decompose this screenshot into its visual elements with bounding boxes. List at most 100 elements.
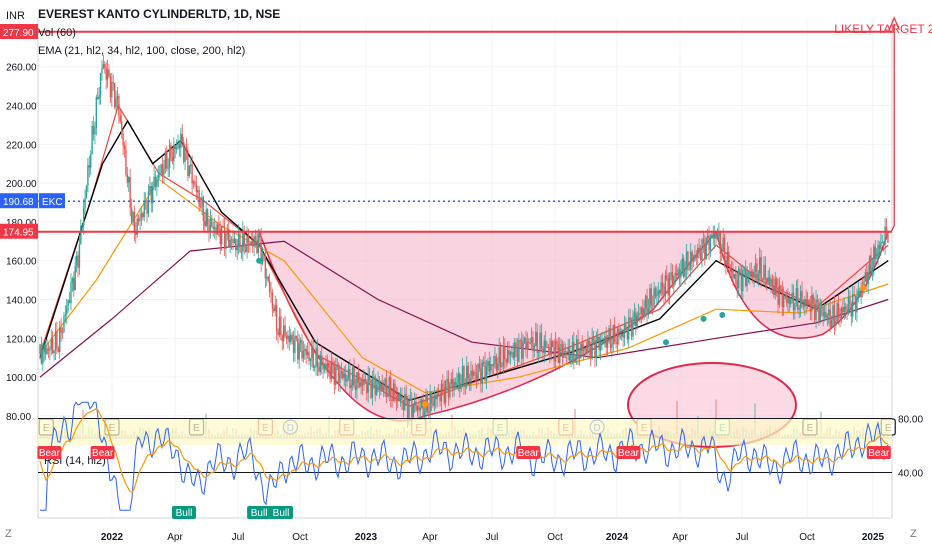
candle-body [490, 364, 492, 372]
candle-body [853, 294, 855, 296]
candle-body [223, 227, 226, 249]
y-tick-label: 260.00 [6, 63, 37, 74]
candle-body [521, 340, 523, 359]
candle-body [660, 282, 662, 294]
candle-body [723, 237, 726, 262]
candle-body [208, 225, 210, 233]
candle-body [350, 385, 352, 388]
candle-body [492, 363, 495, 367]
candle-body [94, 127, 96, 135]
candle-body [554, 341, 557, 362]
candle-body [732, 269, 734, 279]
candle-body [170, 144, 172, 158]
candle-body [487, 360, 489, 366]
candle-body [706, 235, 709, 239]
candle-body [360, 379, 362, 387]
candle-body [813, 303, 816, 320]
candle-body [673, 275, 675, 287]
candle-body [222, 226, 224, 228]
candle-body [557, 343, 560, 363]
candle-body [282, 325, 285, 341]
candle-body [704, 243, 706, 260]
candle-body [730, 269, 733, 272]
candle-body [99, 73, 102, 96]
candle-body [411, 398, 413, 418]
candle-body [475, 373, 478, 380]
volume-indicator-label[interactable]: Vol (60) [38, 27, 76, 39]
zoom-left-icon[interactable]: Z [5, 528, 12, 540]
candle-body [126, 174, 129, 183]
candle-body [832, 305, 834, 321]
candle-body [446, 378, 448, 382]
candle-body [474, 372, 476, 374]
candle-body [461, 366, 464, 384]
candle-body [829, 309, 831, 328]
candle-body [511, 352, 513, 354]
candle-body [260, 237, 262, 265]
candle-body [74, 265, 76, 291]
candle-body [863, 281, 865, 288]
candle-body [592, 337, 595, 340]
candle-body [337, 364, 340, 383]
price-tag-label: 277.90 [3, 28, 34, 39]
candle-body [594, 339, 596, 359]
candle-body [833, 305, 836, 326]
price-tag [0, 193, 38, 209]
candle-body [884, 226, 886, 245]
candle-body [294, 335, 296, 354]
candle-body [463, 366, 465, 386]
x-tick-label: 2025 [862, 532, 885, 543]
candle-body [140, 213, 143, 218]
candle-body [57, 348, 60, 352]
candle-body [168, 144, 171, 168]
candle-body [752, 271, 754, 278]
candle-body [428, 412, 430, 414]
candle-body [526, 341, 529, 350]
candle-body [70, 282, 72, 304]
signal-dot [256, 257, 263, 264]
candle-body [104, 64, 106, 68]
candle-body [115, 98, 117, 108]
candle-body [561, 344, 564, 358]
candle-body [111, 82, 113, 98]
candle-body [56, 330, 58, 349]
candle-body [112, 82, 114, 84]
candle-body [47, 348, 50, 351]
candle-body [815, 299, 817, 320]
candle-body [470, 370, 472, 383]
candle-body [721, 251, 723, 254]
candle-body [778, 285, 781, 305]
ema-indicator-label[interactable]: EMA (21, hl2, 34, hl2, 100, close, 200, … [38, 45, 246, 57]
candle-body [540, 332, 543, 349]
candle-body [636, 315, 638, 327]
symbol-title[interactable]: EVEREST KANTO CYLINDERLTD, 1D, NSE [38, 7, 281, 21]
candle-body [747, 271, 750, 274]
candle-body [125, 149, 127, 175]
candle-body [135, 231, 137, 235]
candle-body [128, 177, 130, 183]
candle-body [502, 345, 505, 366]
candle-body [130, 207, 133, 222]
candle-body [632, 316, 634, 337]
candle-body [595, 340, 598, 359]
y-tick-label: 240.00 [6, 102, 37, 113]
candle-body [485, 365, 488, 381]
candle-body [873, 246, 875, 267]
candle-body [691, 252, 693, 261]
candle-body [574, 358, 576, 362]
candle-body [828, 309, 830, 315]
x-tick-label: 2022 [101, 532, 124, 543]
candle-body [342, 370, 344, 379]
candle-body [733, 274, 736, 279]
x-tick-label: 2024 [606, 532, 629, 543]
zoom-right-icon[interactable]: Z [910, 528, 917, 540]
candle-body [239, 233, 241, 253]
candle-body [606, 340, 609, 348]
candle-body [51, 338, 54, 354]
candle-body [613, 324, 616, 342]
candle-body [530, 337, 533, 343]
pattern-label-text: Bear [618, 448, 640, 459]
candle-body [760, 257, 762, 280]
candle-body [818, 302, 820, 321]
